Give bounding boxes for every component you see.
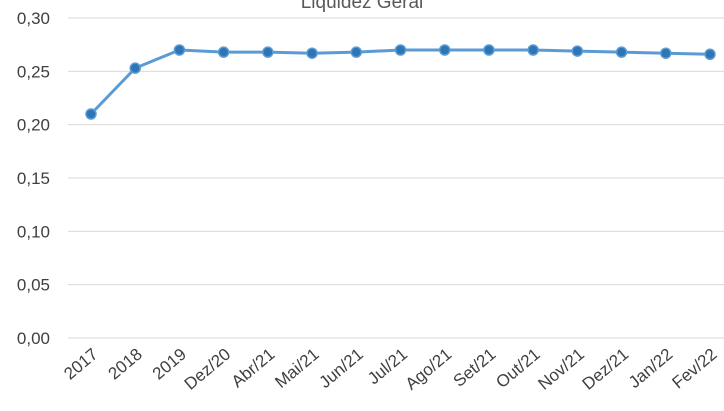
x-tick-label: Set/21	[450, 345, 500, 391]
data-point	[173, 44, 186, 56]
data-point	[129, 62, 141, 74]
x-tick-label: Dez/20	[181, 345, 234, 394]
data-point	[350, 46, 363, 58]
x-tick-label: Ago/21	[402, 345, 455, 394]
data-point	[615, 46, 628, 58]
x-tick-label: 2017	[60, 345, 101, 384]
data-point	[394, 44, 407, 56]
x-tick-label: 2018	[105, 345, 146, 384]
x-tick-label: Mai/21	[271, 345, 322, 392]
y-tick-label: 0,15	[17, 169, 50, 188]
data-point	[217, 46, 230, 58]
data-point	[660, 47, 672, 59]
data-point	[483, 44, 495, 56]
y-tick-label: 0,05	[17, 276, 50, 295]
data-point	[438, 44, 451, 56]
y-tick-label: 0,20	[17, 116, 50, 135]
y-axis-ticks: 0,00 0,05 0,10 0,15 0,20 0,25 0,30	[17, 9, 50, 348]
y-tick-label: 0,10	[17, 222, 50, 241]
x-tick-label: Nov/21	[534, 345, 587, 394]
y-tick-label: 0,30	[17, 9, 50, 28]
data-point	[571, 45, 584, 57]
x-axis-ticks: 2017 2018 2019Dez/20Abr/21Mai/21Jun/21Jul/…	[60, 345, 720, 394]
x-tick-label: Dez/21	[579, 345, 632, 394]
data-point	[704, 48, 716, 61]
data-point	[85, 108, 97, 120]
x-tick-label: Out/21	[492, 345, 543, 392]
y-tick-label: 0,00	[17, 329, 50, 348]
x-tick-label: Abr/21	[228, 345, 279, 392]
gridlines	[68, 17, 724, 339]
chart-title: Liquidez Geral	[301, 0, 424, 13]
x-tick-label: Jan/22	[625, 345, 676, 392]
series-line	[89, 48, 711, 116]
data-point	[306, 47, 318, 59]
x-tick-label: Jun/21	[316, 345, 367, 392]
y-tick-label: 0,25	[17, 62, 50, 81]
data-point	[262, 46, 274, 58]
x-tick-label: Fev/22	[669, 345, 721, 393]
series-layer	[85, 44, 716, 120]
data-point	[527, 44, 539, 56]
